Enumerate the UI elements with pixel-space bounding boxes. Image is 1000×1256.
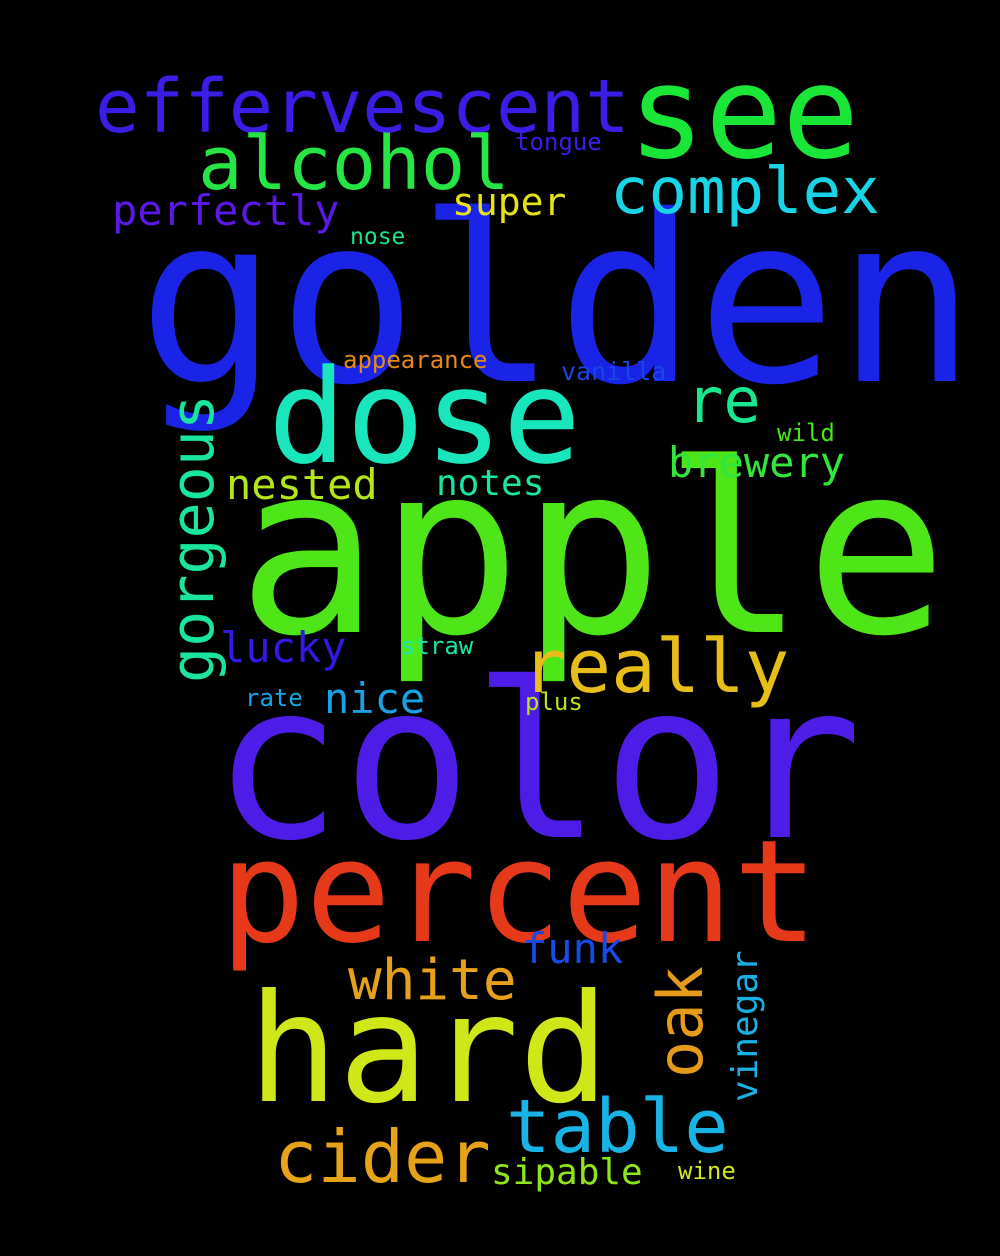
word-gorgeous: gorgeous [158, 394, 228, 683]
word-re: re [686, 364, 761, 437]
word-white: white [348, 948, 517, 1013]
word-table: table [506, 1084, 729, 1170]
word-hard: hard [248, 963, 610, 1137]
word-tongue: tongue [515, 128, 602, 156]
word-brewery: brewery [668, 438, 846, 487]
word-rate: rate [245, 684, 303, 712]
word-lucky: lucky [220, 623, 347, 672]
word-vanilla: vanilla [561, 357, 667, 386]
word-sipable: sipable [491, 1152, 643, 1193]
word-super: super [452, 180, 567, 224]
word-vinegar: vinegar [725, 950, 766, 1102]
word-nice: nice [324, 674, 426, 723]
word-oak: oak [644, 966, 717, 1078]
word-wild: wild [777, 419, 835, 447]
word-alcohol: alcohol [198, 121, 510, 207]
word-effervescent: effervescent [95, 64, 630, 150]
word-straw: straw [401, 632, 474, 660]
word-really: really [522, 624, 790, 710]
word-wine: wine [678, 1157, 736, 1185]
word-dose: dose [268, 341, 582, 493]
word-nested: nested [226, 460, 378, 509]
word-nose: nose [350, 224, 406, 250]
word-complex: complex [610, 155, 880, 229]
word-cider: cider [274, 1115, 491, 1199]
word-funk: funk [522, 924, 624, 973]
word-notes: notes [436, 463, 545, 504]
word-percent: percent [220, 810, 819, 975]
word-see: see [628, 39, 860, 188]
word-apple: apple [237, 413, 948, 688]
word-golden: golden [138, 166, 977, 436]
word-plus: plus [525, 688, 583, 716]
word-color: color [212, 637, 863, 888]
word-appearance: appearance [343, 346, 488, 374]
word-perfectly: perfectly [112, 186, 340, 235]
